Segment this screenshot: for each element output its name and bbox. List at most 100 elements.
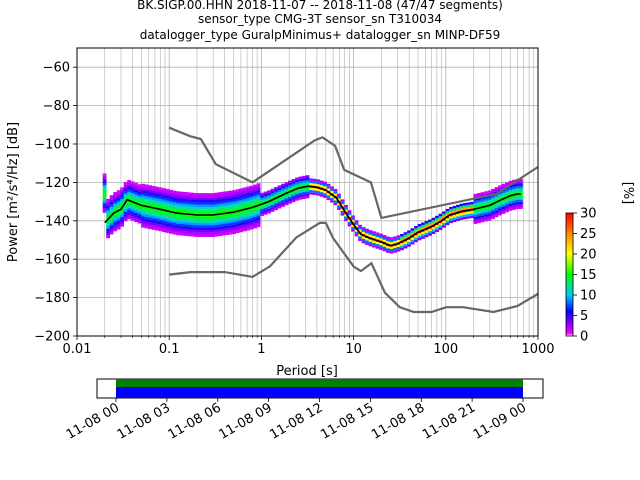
psd-cell [417,228,422,232]
psd-cell [197,234,201,237]
y-axis-ticks: −60 −80 −100 −120 −140 −160 −180 −200 [34,61,77,345]
psd-cell [410,242,415,245]
psd-cell [239,197,243,200]
psd-cell [253,226,257,229]
psd-cell [473,219,478,222]
psd-cell [403,234,408,237]
psd-cell [190,194,194,198]
psd-cell [172,192,177,196]
psd-cell [162,202,166,205]
psd-cell [130,197,135,200]
psd-cell [459,215,464,218]
psd-cell [204,206,208,210]
psd-cell [186,199,191,202]
psd-cell [211,216,215,219]
psd-cell [316,179,320,182]
psd-cell [344,209,348,212]
psd-cell [239,199,243,203]
psd-cell [204,211,208,214]
psd-cell [190,211,194,214]
psd-cell [270,202,275,205]
psd-cell [151,218,156,221]
psd-cell [246,223,250,226]
psd-cell [351,215,355,218]
psd-cell [291,179,296,182]
psd-cell [148,203,152,207]
psd-cell [263,212,268,215]
x-tick-label: 0.01 [63,342,92,357]
psd-cell [211,234,215,237]
psd-cell [519,201,523,205]
psd-cell [473,198,478,201]
psd-cell [214,208,219,212]
psd-cell [113,201,117,204]
psd-cell [277,201,282,204]
psd-cell [515,188,520,191]
psd-cell [120,210,124,213]
psd-cell [137,214,142,217]
psd-cell [102,180,107,183]
psd-cell [228,202,233,205]
psd-cell [312,181,317,184]
psd-cell [235,214,240,218]
colorbar-ticks: 0 5 10 15 20 25 30 [573,207,597,345]
psd-cell [106,226,110,229]
psd-cell [239,229,243,233]
psd-cell [148,210,152,213]
psd-cell [498,196,502,200]
psd-cell [113,198,117,202]
psd-cell [305,186,310,190]
psd-cell [158,198,163,202]
psd-cell [155,205,159,208]
psd-cell [141,202,145,205]
psd-cell [225,193,229,196]
psd-cell [281,188,285,191]
psd-cell [470,215,474,219]
psd-cell [151,188,156,191]
psd-cell [477,204,481,207]
psd-cell [270,188,275,192]
psd-cell [515,199,520,203]
x-tick-label: 1 [257,342,265,357]
psd-cell [186,233,191,237]
psd-cell [186,229,191,232]
psd-cell [330,186,334,189]
psd-cell [309,187,313,191]
psd-cell [144,200,149,204]
psd-cell [498,208,502,211]
psd-cell [452,217,457,220]
psd-cell [246,221,250,224]
psd-cell [134,194,138,197]
psd-cell [162,229,166,233]
psd-cell [498,206,502,209]
psd-cell [211,232,215,235]
psd-cell [127,205,131,208]
psd-cell [242,224,247,227]
psd-cell [256,210,261,214]
psd-cell [298,194,303,198]
psd-cell [172,216,177,219]
psd-cell [249,204,254,207]
psd-cell [270,190,275,194]
psd-cell [298,190,303,193]
psd-cell [179,233,184,236]
psd-cell [102,173,107,176]
psd-cell [113,196,117,200]
psd-cell [155,228,159,231]
psd-cell [403,232,408,235]
psd-cell [218,217,222,220]
psd-cell [204,218,208,221]
psd-cell [246,225,250,229]
psd-cell [144,198,149,201]
psd-cell [158,205,163,209]
psd-cell [253,184,257,187]
psd-cell [519,197,523,200]
psd-cell [298,192,303,196]
psd-cell [179,219,184,222]
colorbar-tick-label: 25 [580,227,597,242]
psd-cell [284,193,289,197]
psd-cell [494,198,499,202]
psd-cell [267,190,271,193]
psd-cell [260,211,264,214]
psd-cell [158,201,163,204]
